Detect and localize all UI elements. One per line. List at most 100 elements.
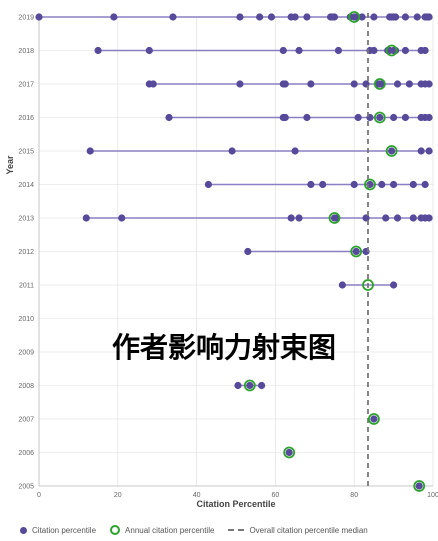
- annual-percentile-ring: [328, 212, 341, 224]
- citation-point: [145, 46, 153, 55]
- citation-point: [376, 113, 384, 122]
- citation-point: [378, 180, 386, 189]
- citation-point: [388, 147, 396, 155]
- citation-point: [303, 113, 311, 122]
- citation-point: [258, 381, 266, 390]
- beams: [39, 16, 430, 387]
- y-tick-label: 2006: [18, 450, 34, 457]
- citation-point: [86, 147, 94, 155]
- citation-point: [285, 448, 293, 457]
- citation-point: [390, 180, 398, 189]
- citation-point: [307, 180, 315, 189]
- citation-point: [234, 381, 242, 390]
- citation-point: [246, 381, 254, 390]
- citation-point: [281, 80, 289, 88]
- y-tick-label: 2014: [18, 182, 34, 189]
- x-tick-label: 20: [114, 492, 122, 499]
- ring-swatch-icon: [110, 525, 121, 535]
- legend-label-median: Overall citation percentile median: [249, 525, 368, 535]
- y-tick-label: 2012: [18, 249, 34, 256]
- y-tick-label: 2018: [18, 48, 34, 55]
- x-axis-title: Citation Percentile: [196, 499, 275, 509]
- annual-percentile-ring: [413, 480, 426, 492]
- citation-point: [204, 180, 213, 189]
- legend-label-citation: Citation percentile: [32, 525, 97, 535]
- annual-percentile-ring: [283, 446, 296, 459]
- annual-percentile-ring: [243, 379, 256, 392]
- y-tick-label: 2005: [18, 484, 34, 491]
- x-tick-label: 100: [427, 492, 438, 499]
- citation-point: [401, 46, 410, 55]
- data-points: [35, 13, 433, 490]
- citation-point: [393, 80, 402, 88]
- citation-point: [279, 46, 287, 55]
- citation-point: [334, 46, 343, 55]
- annual-percentile-ring: [362, 279, 374, 291]
- citation-point: [303, 13, 311, 21]
- citation-point: [425, 113, 433, 122]
- citation-point: [421, 180, 429, 189]
- citation-point: [370, 46, 378, 55]
- legend-item-annual: Annual citation percentile: [110, 525, 214, 535]
- annual-percentile-ring: [367, 413, 380, 425]
- dash-swatch-icon: [228, 529, 245, 531]
- citation-point: [236, 80, 244, 88]
- citation-point: [228, 147, 236, 155]
- dot-swatch-icon: [20, 526, 27, 534]
- citation-point: [421, 46, 429, 55]
- y-tick-label: 2007: [18, 417, 34, 424]
- legend-item-median: Overall citation percentile median: [228, 525, 368, 535]
- citation-point: [393, 214, 402, 222]
- citation-point: [354, 113, 362, 122]
- citation-point: [319, 180, 327, 189]
- citation-point: [425, 13, 433, 21]
- y-tick-label: 2016: [18, 115, 34, 122]
- citation-point: [382, 214, 390, 222]
- citation-point: [352, 13, 360, 21]
- x-tick-label: 80: [350, 492, 358, 499]
- citation-point: [256, 13, 264, 21]
- citation-point: [352, 247, 360, 256]
- citation-point: [370, 415, 378, 423]
- citation-point: [295, 46, 303, 55]
- annual-percentile-ring: [373, 78, 386, 90]
- citation-point: [281, 113, 289, 122]
- citation-point: [362, 214, 370, 222]
- citation-point: [401, 113, 410, 122]
- annual-percentile-ring: [364, 178, 376, 191]
- legend-item-citation: Citation percentile: [20, 526, 96, 535]
- citation-point: [401, 13, 410, 21]
- legend: Citation percentile Annual citation perc…: [20, 525, 382, 535]
- x-tick-label: 40: [193, 492, 201, 499]
- annual-percentile-ring: [373, 111, 386, 124]
- annual-percentile-ring: [350, 245, 363, 258]
- citation-point: [82, 214, 90, 222]
- citation-point: [118, 214, 126, 222]
- citation-point: [236, 13, 244, 21]
- citation-point: [370, 13, 378, 21]
- y-tick-label: 2010: [18, 316, 34, 323]
- citation-point: [425, 214, 433, 222]
- citation-point: [409, 180, 417, 189]
- y-tick-label: 2013: [18, 216, 34, 223]
- citation-point: [287, 214, 295, 222]
- citation-point: [94, 46, 102, 55]
- y-tick-label: 2017: [18, 82, 34, 89]
- citation-point: [417, 147, 425, 155]
- annual-percentile-ring: [385, 145, 398, 157]
- citation-point: [338, 281, 346, 289]
- citation-point: [425, 147, 433, 155]
- x-tick-label: 60: [272, 492, 280, 499]
- citation-point: [267, 13, 276, 21]
- citation-point: [350, 80, 358, 88]
- citation-point: [295, 214, 303, 222]
- citation-point: [350, 180, 358, 189]
- citation-point: [332, 214, 341, 222]
- y-tick-label: 2019: [18, 15, 34, 22]
- citation-point: [409, 214, 417, 222]
- x-tick-label: 0: [37, 492, 41, 499]
- legend-label-annual: Annual citation percentile: [125, 525, 215, 535]
- citation-point: [307, 80, 315, 88]
- y-tick-label: 2008: [18, 383, 34, 390]
